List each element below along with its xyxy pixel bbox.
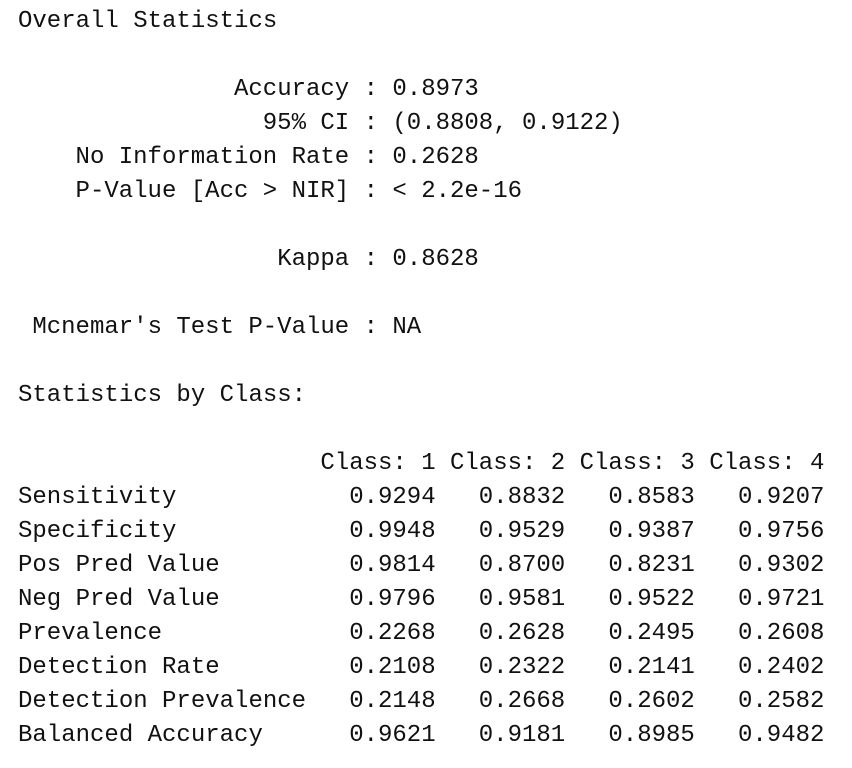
cell-value: 0.8231 (608, 552, 695, 579)
cell-value: 0.2141 (608, 654, 695, 681)
stat-label: No Information Rate (75, 144, 350, 171)
cell-value: 0.9529 (478, 518, 566, 545)
stat-label: P-Value [Acc > NIR] (75, 178, 350, 205)
cell-value: 0.9294 (349, 484, 436, 511)
cell-value: 0.2108 (349, 654, 436, 681)
stat-label: Accuracy (233, 76, 350, 103)
column-header: Class: 1 (320, 450, 436, 477)
separator: : (363, 314, 378, 341)
cell-value: 0.2148 (349, 688, 436, 715)
row-label: Sensitivity (18, 484, 177, 511)
stat-value: < 2.2e-16 (392, 178, 523, 205)
separator: : (363, 144, 378, 171)
stat-label: Mcnemar's Test P-Value (32, 314, 350, 341)
cell-value: 0.9814 (349, 552, 436, 579)
stat-value: 0.2628 (392, 144, 479, 171)
row-label: Pos Pred Value (18, 552, 220, 579)
section-title: Overall Statistics (18, 8, 278, 35)
stat-value: (0.8808, 0.9122) (392, 110, 623, 137)
separator: : (363, 76, 378, 103)
column-header: Class: 2 (449, 450, 566, 477)
cell-value: 0.9207 (737, 484, 825, 511)
row-label: Detection Prevalence (18, 688, 307, 715)
stat-value: 0.8628 (392, 246, 479, 273)
column-header: Class: 3 (579, 450, 695, 477)
cell-value: 0.9181 (478, 722, 566, 749)
cell-value: 0.2268 (349, 620, 436, 647)
stat-label: Kappa (277, 246, 350, 273)
cell-value: 0.2582 (737, 688, 825, 715)
row-label: Specificity (18, 518, 177, 545)
stat-value: 0.8973 (392, 76, 479, 103)
cell-value: 0.2628 (478, 620, 566, 647)
cell-value: 0.8832 (478, 484, 566, 511)
cell-value: 0.2495 (608, 620, 695, 647)
cell-value: 0.9756 (737, 518, 825, 545)
row-label: Prevalence (18, 620, 163, 647)
section-title: Statistics by Class: (18, 382, 307, 409)
cell-value: 0.8985 (608, 722, 695, 749)
separator: : (363, 110, 378, 137)
cell-value: 0.9581 (478, 586, 566, 613)
column-header: Class: 4 (709, 450, 825, 477)
cell-value: 0.8700 (478, 552, 566, 579)
separator: : (363, 246, 378, 273)
cell-value: 0.2402 (737, 654, 825, 681)
row-label: Detection Rate (18, 654, 220, 681)
cell-value: 0.9621 (349, 722, 436, 749)
stat-label: 95% CI (262, 110, 350, 137)
cell-value: 0.9948 (349, 518, 436, 545)
cell-value: 0.2602 (608, 688, 695, 715)
cell-value: 0.2322 (478, 654, 566, 681)
cell-value: 0.9796 (349, 586, 436, 613)
cell-value: 0.2668 (478, 688, 566, 715)
cell-value: 0.9721 (737, 586, 825, 613)
cell-value: 0.9482 (737, 722, 825, 749)
stat-value: NA (392, 314, 422, 341)
cell-value: 0.2608 (737, 620, 825, 647)
cell-value: 0.9302 (737, 552, 825, 579)
cell-value: 0.8583 (608, 484, 695, 511)
separator: : (363, 178, 378, 205)
cell-value: 0.9387 (608, 518, 695, 545)
cell-value: 0.9522 (608, 586, 695, 613)
row-label: Balanced Accuracy (18, 722, 263, 749)
row-label: Neg Pred Value (18, 586, 220, 613)
